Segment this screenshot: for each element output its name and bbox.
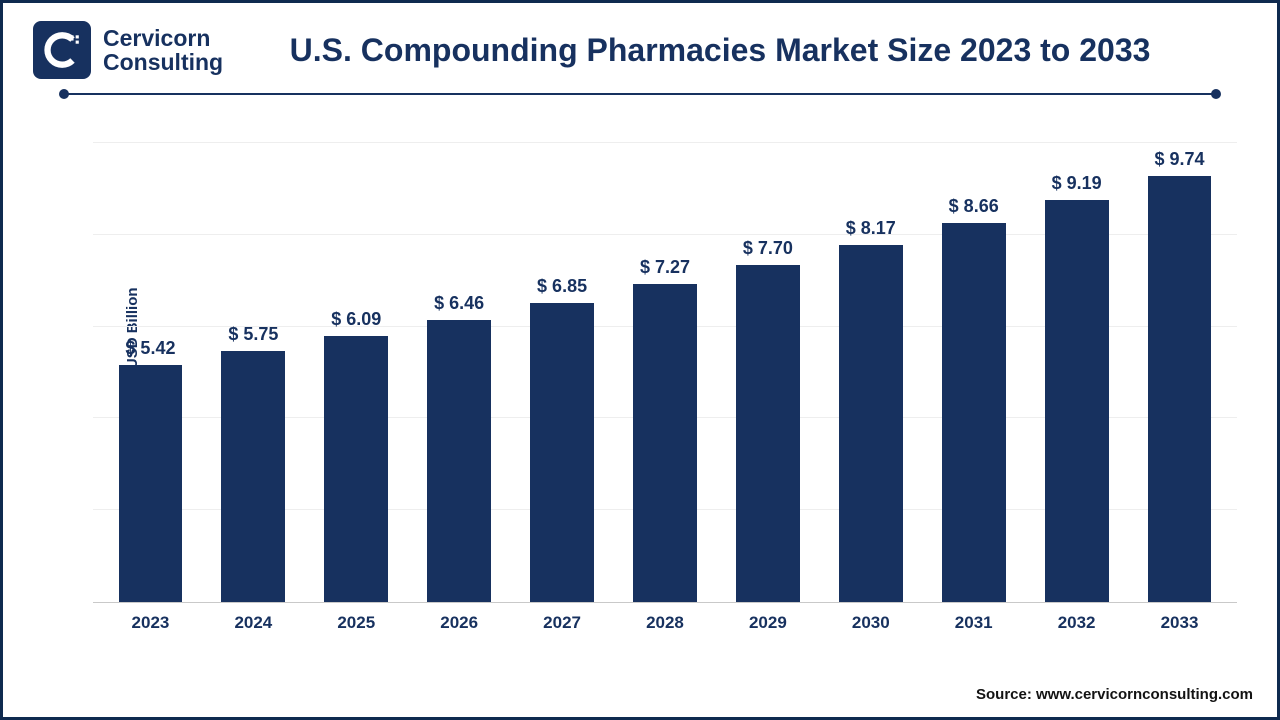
plot-region: $ 5.42 $ 5.75 $ 6.09 $ 6.46 $ 6.85 $ 7.27 $ 7.… — [93, 143, 1237, 603]
bar-value-label: $ 6.85 — [537, 276, 587, 297]
bar-slot: $ 8.17 — [819, 143, 922, 602]
x-axis-label: 2028 — [614, 603, 717, 637]
chart-area: Market Value in USD Billion $ 5.42$ 5.75… — [93, 133, 1237, 637]
logo-mark-icon — [33, 21, 91, 79]
x-axis-label: 2033 — [1128, 603, 1231, 637]
source-text: Source: www.cervicornconsulting.com — [976, 686, 1253, 703]
bar — [633, 284, 697, 602]
header: Cervicorn Consulting U.S. Compounding Ph… — [3, 3, 1277, 79]
rule-dot-icon — [59, 89, 69, 99]
bar — [221, 351, 285, 602]
bar-value-label: $ 9.74 — [1154, 149, 1204, 170]
x-axis-label: 2027 — [511, 603, 614, 637]
bar — [839, 245, 903, 602]
c-glyph-icon — [41, 29, 83, 71]
bar-slot: $ 7.27 — [614, 143, 717, 602]
x-axis-label: 2030 — [819, 603, 922, 637]
bar-slot: $ 9.19 — [1025, 143, 1128, 602]
bar-slot: $ 8.66 — [922, 143, 1025, 602]
bar-value-label: $ 6.09 — [331, 309, 381, 330]
bar — [736, 265, 800, 602]
bar-value-label: $ 7.27 — [640, 257, 690, 278]
bar — [530, 303, 594, 602]
bar-slot: $ 6.09 — [305, 143, 408, 602]
bar-slot: $ 6.85 — [511, 143, 614, 602]
logo-line2: Consulting — [103, 50, 223, 74]
bar-value-label: $ 8.17 — [846, 218, 896, 239]
bars-container: $ 5.42 $ 5.75 $ 6.09 $ 6.46 $ 6.85 $ 7.27 $ 7.… — [93, 143, 1237, 602]
bar — [324, 336, 388, 602]
x-axis: 2023202420252026202720282029203020312032… — [93, 603, 1237, 637]
x-axis-label: 2024 — [202, 603, 305, 637]
bar — [1148, 176, 1212, 602]
rule-line-icon — [63, 93, 1217, 95]
bar-value-label: $ 5.75 — [228, 324, 278, 345]
bar-slot: $ 6.46 — [408, 143, 511, 602]
chart-frame: Cervicorn Consulting U.S. Compounding Ph… — [0, 0, 1280, 720]
x-axis-label: 2023 — [99, 603, 202, 637]
x-axis-label: 2026 — [408, 603, 511, 637]
bar-value-label: $ 7.70 — [743, 238, 793, 259]
bar-slot: $ 5.42 — [99, 143, 202, 602]
bar — [119, 365, 183, 602]
bar-value-label: $ 6.46 — [434, 293, 484, 314]
chart-title: U.S. Compounding Pharmacies Market Size … — [243, 32, 1237, 69]
logo-text: Cervicorn Consulting — [103, 26, 223, 74]
logo-line1: Cervicorn — [103, 26, 223, 50]
title-rule — [3, 79, 1277, 99]
x-axis-label: 2031 — [922, 603, 1025, 637]
x-axis-label: 2032 — [1025, 603, 1128, 637]
bar — [427, 320, 491, 602]
x-axis-label: 2025 — [305, 603, 408, 637]
bar — [1045, 200, 1109, 602]
bar-value-label: $ 9.19 — [1052, 173, 1102, 194]
bar-slot: $ 7.70 — [716, 143, 819, 602]
x-axis-label: 2029 — [716, 603, 819, 637]
bar — [942, 223, 1006, 602]
bar-value-label: $ 5.42 — [125, 338, 175, 359]
bar-value-label: $ 8.66 — [949, 196, 999, 217]
rule-dot-icon — [1211, 89, 1221, 99]
bar-slot: $ 5.75 — [202, 143, 305, 602]
bar-slot: $ 9.74 — [1128, 143, 1231, 602]
logo: Cervicorn Consulting — [33, 21, 223, 79]
